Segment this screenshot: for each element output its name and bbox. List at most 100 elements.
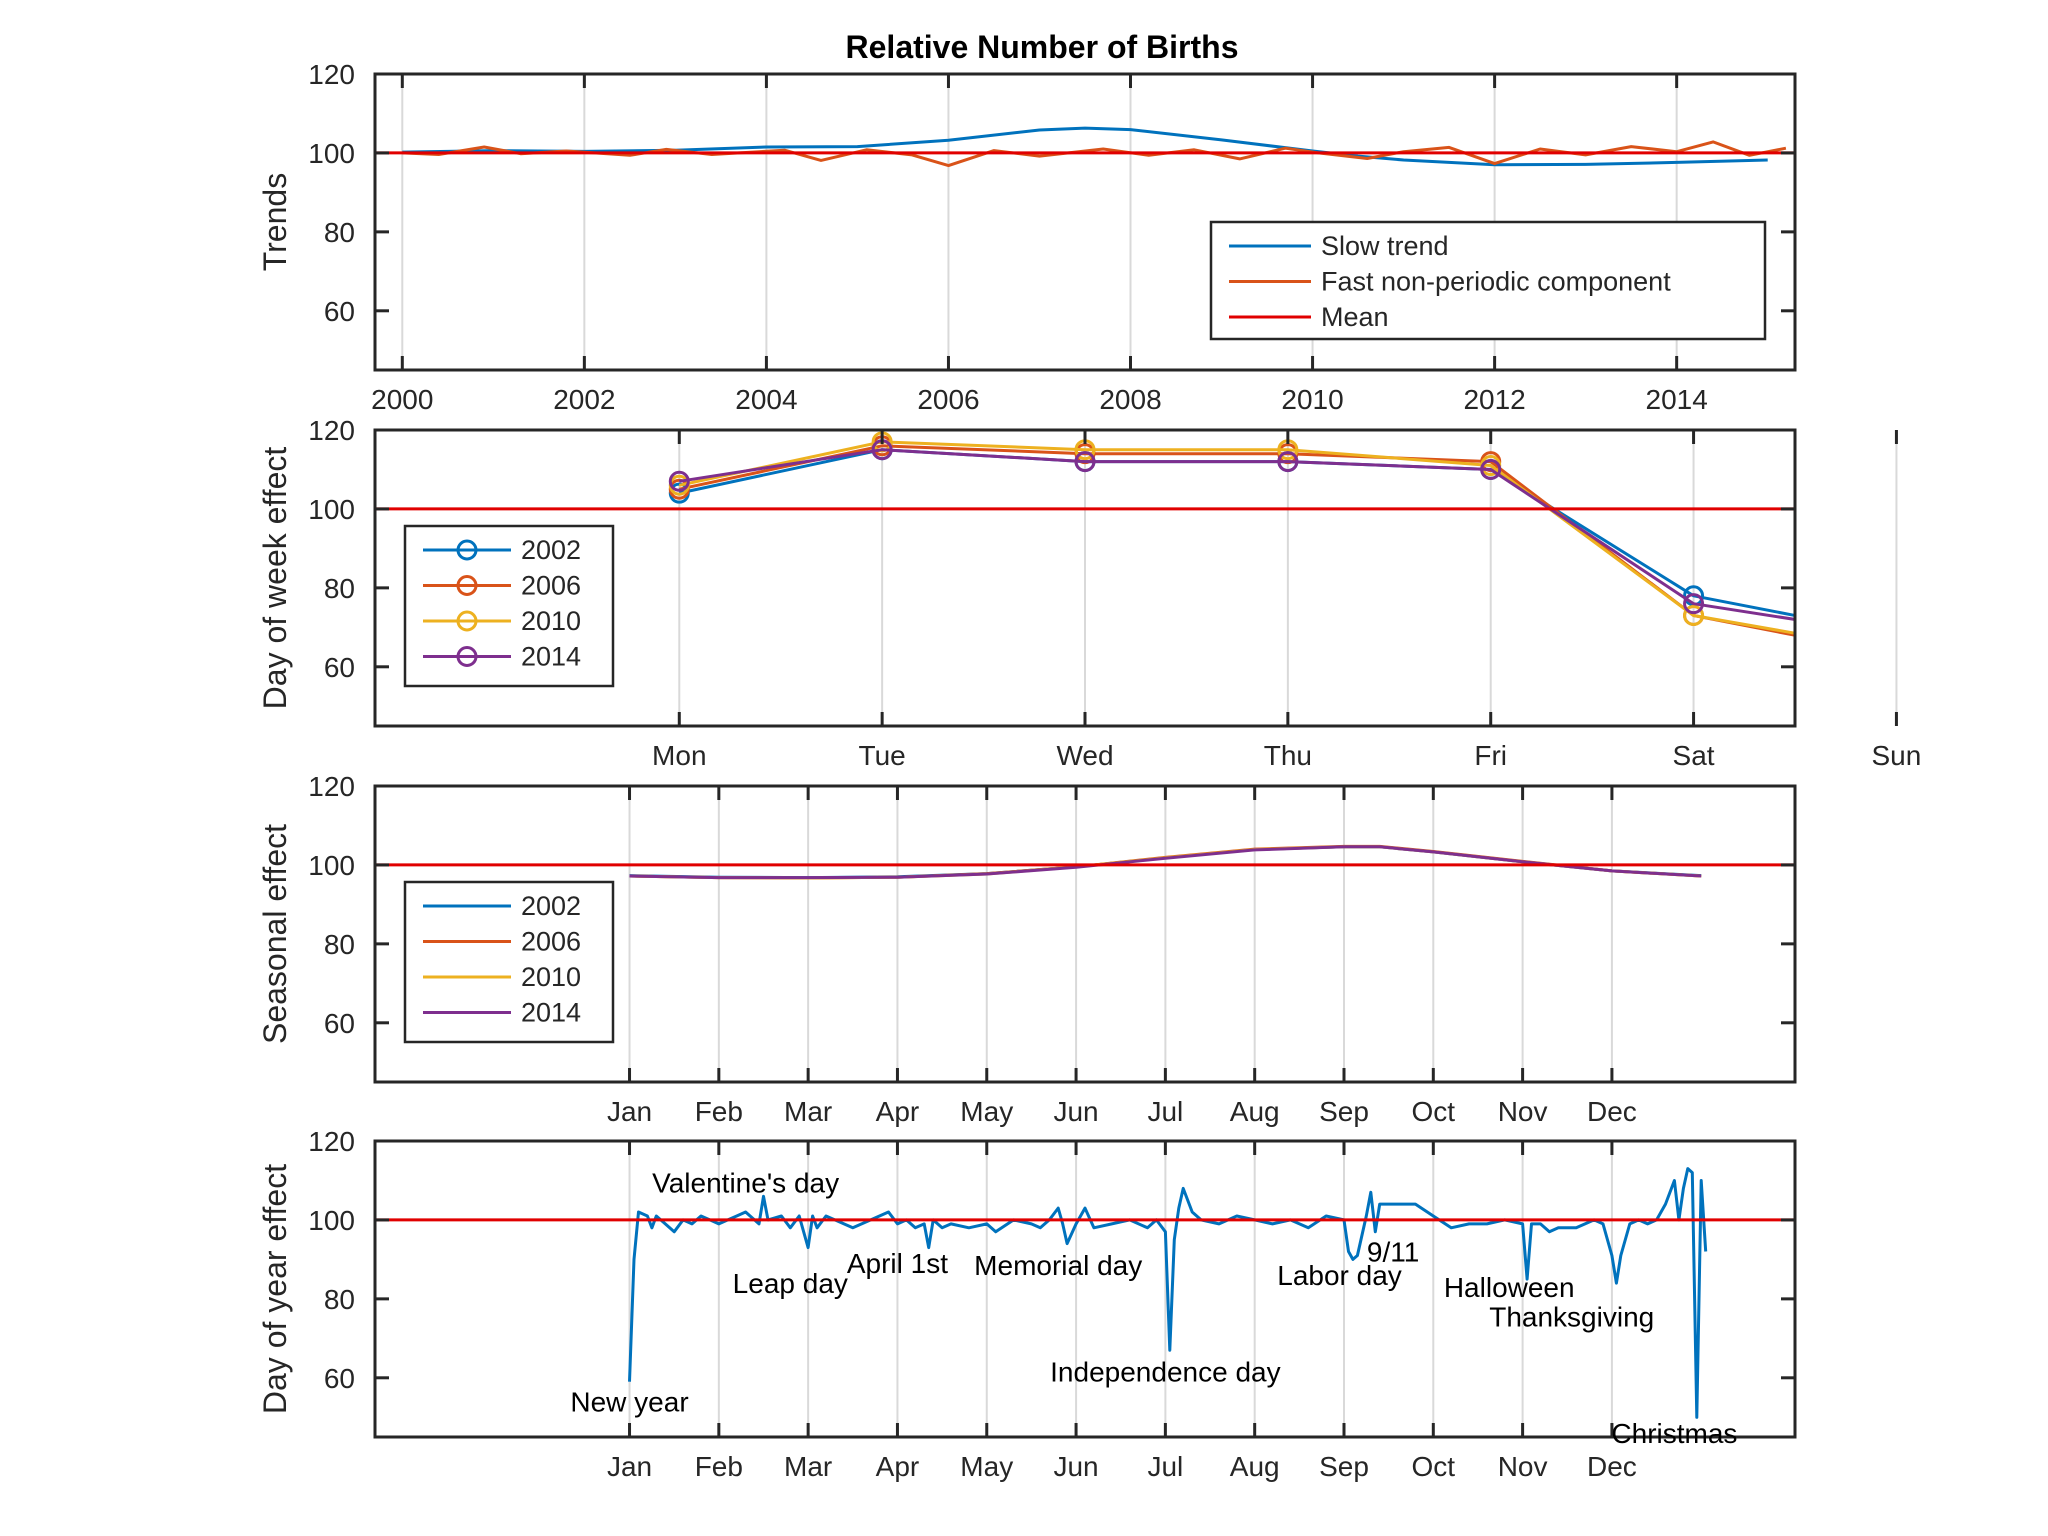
data-point-marker [1074,451,1096,473]
y-tick-label: 100 [308,138,355,169]
legend-marker [456,575,478,596]
legend-box [403,880,615,1044]
x-tick-label: Wed [1056,740,1113,771]
y-axis-label: Day of year effect [257,1164,293,1414]
x-tick-label: Apr [876,1096,920,1127]
x-tick-label: Oct [1412,1451,1456,1482]
annotation-label: Labor day [1277,1260,1402,1291]
legend-marker [456,646,478,667]
x-tick-label: 2010 [1281,384,1343,415]
annotation-label: Thanksgiving [1489,1301,1654,1332]
x-tick-label: Dec [1587,1451,1637,1482]
legend-label: 2010 [521,606,581,636]
legend-label: 2006 [521,927,581,957]
y-tick-label: 120 [308,1126,355,1157]
y-axis-label: Day of week effect [257,447,293,710]
chart-title: Relative Number of Births [846,29,1239,65]
y-tick-label: 120 [308,771,355,802]
legend-label: Mean [1321,302,1389,332]
annotation-label: Memorial day [974,1250,1142,1281]
legend-label: Fast non-periodic component [1321,267,1671,297]
data-point-marker [1683,593,1705,615]
annotation-label: 9/11 [1367,1236,1419,1267]
legend-box [403,524,615,688]
y-tick-label: 80 [324,217,355,248]
axes-box [373,1139,1797,1439]
legend-marker [456,539,478,561]
plot-area [375,844,1795,880]
plot-area [375,126,1795,168]
annotation-label: Leap day [733,1268,848,1299]
y-tick-label: 60 [324,1008,355,1039]
data-point-marker [1480,458,1502,480]
x-tick-label: Mar [784,1451,832,1482]
x-tick-label: May [960,1451,1013,1482]
x-tick-label: Apr [876,1451,920,1482]
x-tick-label: Sep [1319,1451,1369,1482]
x-tick-label: Feb [695,1096,743,1127]
y-tick-label: 120 [308,59,355,90]
y-axis-label: Trends [257,173,293,271]
x-tick-label: Nov [1498,1096,1548,1127]
x-tick-label: Jun [1053,1451,1098,1482]
series-line-slow-trend [402,126,1768,167]
annotation-label: Halloween [1444,1272,1575,1303]
day-of-year-panel: 60 80 100 120 Jan Feb Mar Apr May Jun Jul Aug Sep Oct… [257,1126,1797,1482]
x-tick-label: 2002 [553,384,615,415]
trends-panel: 60 80 100 120 2000 2002 2004 2006 2008 2010 2012 20… [257,59,1797,415]
x-tick-label: Mar [784,1096,832,1127]
x-tick-label: Jun [1053,1096,1098,1127]
x-tick-label: Aug [1230,1451,1280,1482]
legend: 2002 2006 2010 2014 [403,880,615,1044]
axes-box [373,72,1797,372]
x-tick-label: Sep [1319,1096,1369,1127]
y-tick-label: 100 [308,1205,355,1236]
x-tick-label: 2006 [917,384,979,415]
x-tick-label: May [960,1096,1013,1127]
y-tick-label: 60 [324,296,355,327]
x-tick-label: Dec [1587,1096,1637,1127]
legend-label: 2002 [521,535,581,565]
data-point-marker [1683,604,1705,626]
y-tick-label: 80 [324,573,355,604]
series-line-day-of-year-effect [628,1167,1708,1419]
data-point-marker [668,470,690,492]
day-of-week-panel: 60 80 100 120 Mon Tue Wed Thu Fri Sat Sun Day of we… [257,415,1921,771]
x-tick-label: Tue [859,740,906,771]
y-tick-label: 120 [308,415,355,446]
y-tick-label: 60 [324,652,355,683]
plot-area [375,1167,1795,1419]
annotation-label: Christmas [1611,1418,1737,1449]
legend-label: Slow trend [1321,231,1449,261]
x-tick-label: Jul [1147,1451,1183,1482]
x-tick-label: Sat [1673,740,1715,771]
annotation-label: New year [570,1386,688,1417]
legend-box [1209,220,1767,341]
y-axis-label: Seasonal effect [257,824,293,1044]
legend-label: 2010 [521,962,581,992]
x-tick-label: 2012 [1463,384,1525,415]
legend-label: 2014 [521,642,581,672]
x-tick-label: Nov [1498,1451,1548,1482]
y-tick-label: 100 [308,494,355,525]
legend: 2002 2006 2010 2014 [403,524,615,688]
x-tick-label: Jan [607,1096,652,1127]
x-tick-label: Oct [1412,1096,1456,1127]
legend-label: 2006 [521,571,581,601]
axes-box [373,784,1797,1084]
x-tick-label: Aug [1230,1096,1280,1127]
legend-label: 2014 [521,998,581,1028]
y-tick-label: 60 [324,1363,355,1394]
y-tick-label: 100 [308,850,355,881]
series-line-2014 [629,845,1702,880]
legend: Slow trend Fast non-periodic component Mea… [1209,220,1767,341]
x-tick-label: Fri [1474,740,1507,771]
seasonal-panel: 60 80 100 120 Jan Feb Mar Apr May Jun Jul Aug Sep Oct… [257,771,1797,1127]
x-tick-label: 2014 [1646,384,1708,415]
annotation-label: Valentine's day [652,1167,839,1198]
x-tick-label: 2008 [1099,384,1161,415]
legend-label: 2002 [521,891,581,921]
data-point-marker [1277,451,1299,473]
x-tick-label: Thu [1264,740,1312,771]
